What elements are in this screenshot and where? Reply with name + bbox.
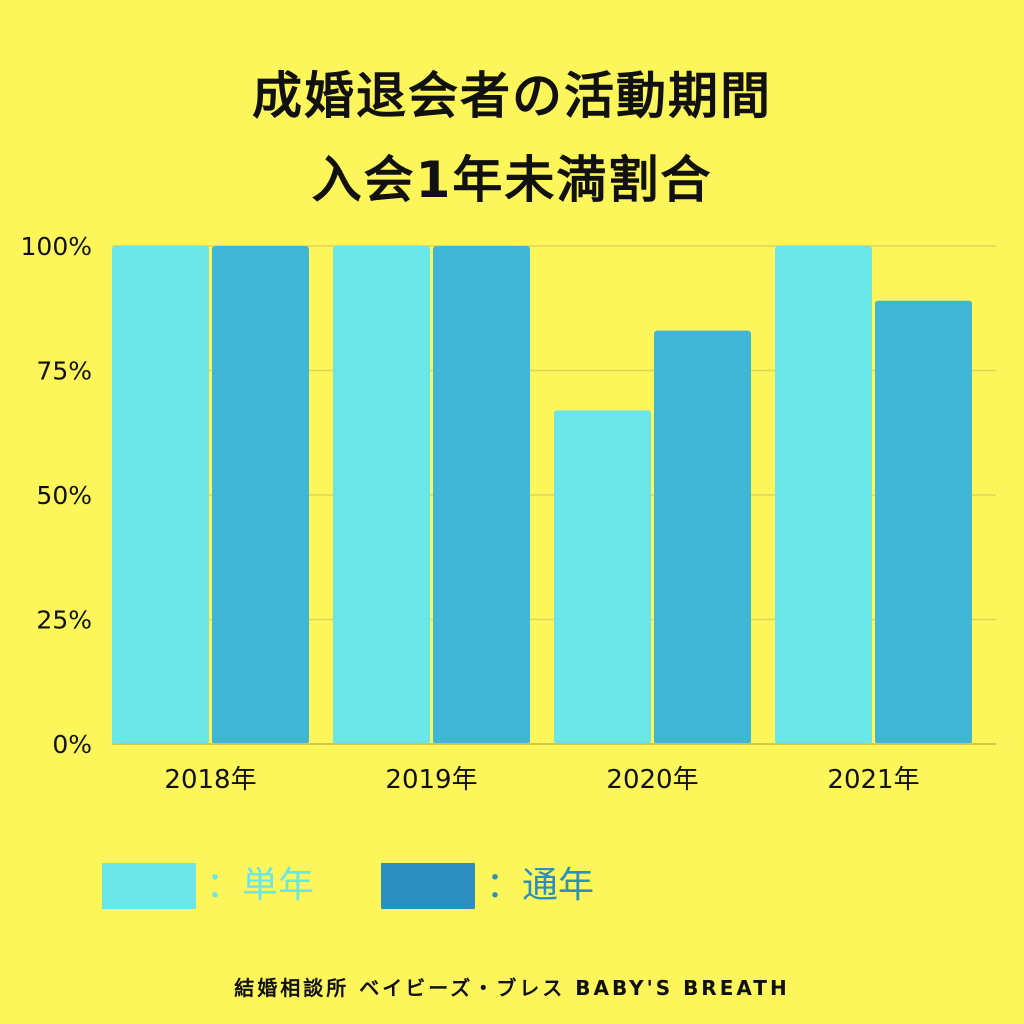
- x-tick-label: 2018年: [164, 765, 256, 795]
- bar: [654, 330, 751, 744]
- chart-title-line1: 成婚退会者の活動期間: [252, 67, 772, 125]
- bar: [775, 246, 872, 744]
- y-tick-label: 25%: [36, 606, 92, 635]
- bar: [554, 410, 651, 744]
- footer-brand: 結婚相談所 ベイビーズ・ブレス BABY'S BREATH: [234, 976, 790, 1000]
- y-tick-label: 75%: [36, 357, 92, 386]
- chart-title-line2: 入会1年未満割合: [311, 151, 713, 209]
- legend-swatch-single-year: [102, 863, 196, 909]
- y-tick-label: 0%: [52, 730, 92, 759]
- legend-label-full-year: ：通年: [486, 865, 595, 906]
- legend-label-single-year: ：単年: [206, 865, 315, 906]
- x-tick-label: 2019年: [385, 765, 477, 795]
- legend-swatch-full-year: [381, 863, 475, 909]
- bar: [212, 246, 309, 744]
- bar: [112, 246, 209, 744]
- bar: [433, 246, 530, 744]
- x-tick-label: 2020年: [606, 765, 698, 795]
- y-tick-label: 50%: [36, 481, 92, 510]
- bar: [875, 300, 972, 744]
- x-tick-label: 2021年: [827, 765, 919, 795]
- y-tick-label: 100%: [21, 232, 92, 261]
- bar: [333, 246, 430, 744]
